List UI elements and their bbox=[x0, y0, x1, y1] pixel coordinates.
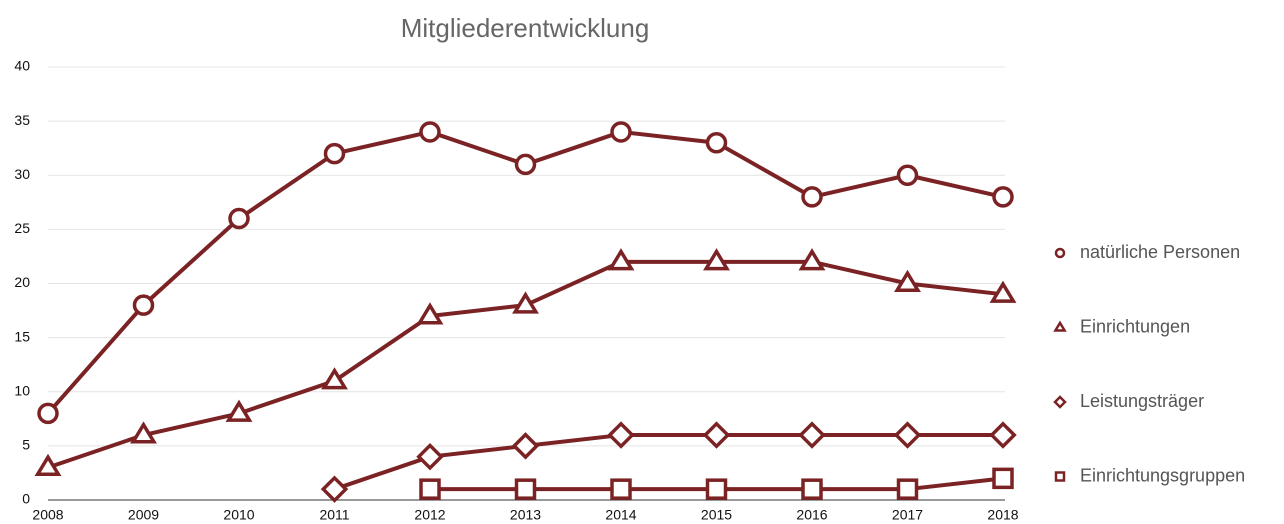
data-point bbox=[512, 291, 539, 314]
data-point bbox=[419, 121, 441, 143]
data-point bbox=[416, 442, 444, 471]
data-point bbox=[896, 478, 919, 500]
legend-marker bbox=[1053, 395, 1067, 409]
legend-label: Einrichtungsgruppen bbox=[1080, 465, 1245, 485]
legend-label: Einrichtungen bbox=[1080, 316, 1190, 336]
data-point bbox=[320, 475, 349, 503]
data-point bbox=[607, 421, 635, 449]
data-point bbox=[702, 421, 731, 449]
y-tick-label: 30 bbox=[14, 166, 30, 182]
y-tick-label: 35 bbox=[14, 112, 30, 128]
data-point bbox=[323, 142, 346, 165]
data-point bbox=[416, 302, 444, 325]
x-tick-label: 2008 bbox=[32, 507, 63, 523]
data-point bbox=[896, 164, 919, 186]
legend-label: Leistungsträger bbox=[1080, 391, 1204, 411]
legend-marker bbox=[1053, 320, 1067, 332]
x-tick-label: 2009 bbox=[128, 507, 159, 523]
legend-marker bbox=[1054, 471, 1066, 482]
series-line bbox=[333, 433, 1003, 492]
data-point bbox=[130, 421, 157, 444]
data-point bbox=[894, 269, 921, 292]
data-point bbox=[893, 421, 922, 449]
x-tick-label: 2013 bbox=[510, 507, 541, 523]
legend-label: natürliche Personen bbox=[1080, 242, 1240, 262]
data-point bbox=[992, 467, 1014, 490]
legend-marker bbox=[1054, 247, 1066, 259]
data-point bbox=[798, 421, 826, 449]
y-tick-label: 10 bbox=[14, 382, 30, 398]
y-tick-label: 40 bbox=[14, 58, 30, 74]
data-point bbox=[132, 294, 155, 316]
y-tick-label: 0 bbox=[22, 491, 30, 507]
data-point bbox=[34, 453, 62, 477]
data-point bbox=[703, 248, 730, 271]
data-point bbox=[228, 207, 250, 230]
data-point bbox=[607, 248, 635, 271]
y-tick-label: 20 bbox=[14, 274, 30, 290]
data-point bbox=[511, 432, 540, 460]
data-point bbox=[225, 399, 253, 422]
data-point bbox=[419, 478, 441, 500]
data-point bbox=[514, 478, 537, 500]
data-point bbox=[321, 367, 348, 390]
x-tick-label: 2011 bbox=[319, 507, 349, 523]
chart-title: Mitgliederentwicklung bbox=[401, 13, 650, 43]
x-tick-label: 2012 bbox=[414, 507, 445, 523]
data-point bbox=[989, 280, 1017, 303]
y-tick-label: 25 bbox=[14, 220, 30, 236]
data-point bbox=[992, 186, 1014, 208]
x-tick-label: 2015 bbox=[701, 507, 732, 523]
y-tick-label: 5 bbox=[22, 437, 30, 453]
data-point bbox=[798, 248, 826, 271]
data-point bbox=[37, 402, 59, 425]
data-point bbox=[801, 186, 823, 208]
x-tick-label: 2017 bbox=[892, 507, 923, 523]
x-tick-label: 2018 bbox=[987, 507, 1018, 523]
data-point bbox=[610, 478, 632, 500]
x-tick-label: 2014 bbox=[605, 507, 636, 523]
data-point bbox=[610, 121, 632, 143]
data-point bbox=[705, 132, 728, 154]
data-point bbox=[705, 478, 728, 500]
y-tick-label: 15 bbox=[14, 328, 30, 344]
x-tick-label: 2016 bbox=[796, 507, 827, 523]
x-tick-label: 2010 bbox=[223, 507, 254, 523]
data-point bbox=[514, 153, 537, 176]
data-point bbox=[989, 421, 1017, 449]
data-point bbox=[801, 478, 823, 500]
